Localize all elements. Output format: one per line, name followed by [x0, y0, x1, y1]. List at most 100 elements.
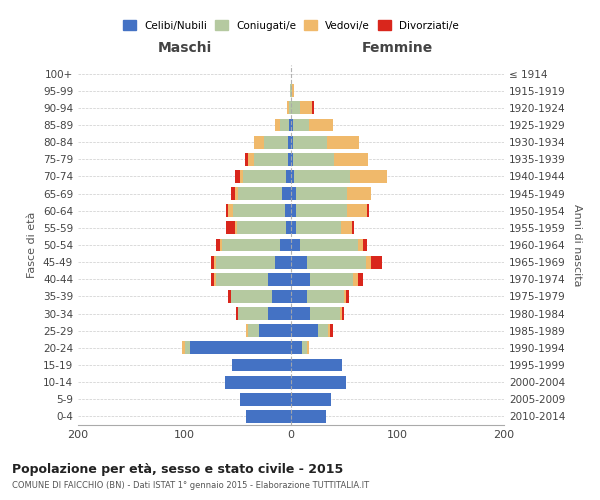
Bar	[248, 324, 259, 337]
Bar	[254, 153, 288, 166]
Bar	[226, 204, 228, 217]
Bar	[235, 187, 238, 200]
Bar	[211, 273, 214, 285]
Bar	[286, 170, 291, 183]
Bar	[327, 136, 359, 148]
Bar	[245, 153, 248, 166]
Text: Popolazione per età, sesso e stato civile - 2015: Popolazione per età, sesso e stato civil…	[12, 462, 343, 475]
Bar	[236, 222, 286, 234]
Bar	[222, 238, 280, 252]
Bar	[291, 187, 296, 200]
Bar	[235, 170, 240, 183]
Bar	[350, 170, 387, 183]
Bar	[296, 204, 347, 217]
Bar	[185, 342, 190, 354]
Bar	[254, 136, 265, 148]
Bar	[340, 307, 342, 320]
Bar	[275, 256, 291, 268]
Bar	[240, 170, 243, 183]
Text: Femmine: Femmine	[362, 40, 433, 54]
Bar	[347, 187, 371, 200]
Bar	[225, 376, 291, 388]
Bar	[265, 136, 288, 148]
Bar	[211, 256, 214, 268]
Bar	[291, 410, 326, 423]
Bar	[272, 290, 291, 303]
Bar	[291, 136, 293, 148]
Bar	[299, 238, 358, 252]
Bar	[358, 273, 364, 285]
Bar	[228, 204, 233, 217]
Bar	[280, 238, 291, 252]
Bar	[235, 222, 236, 234]
Bar	[310, 273, 353, 285]
Bar	[268, 307, 291, 320]
Bar	[310, 307, 340, 320]
Bar	[291, 324, 317, 337]
Bar	[291, 376, 346, 388]
Bar	[226, 222, 235, 234]
Bar	[232, 358, 291, 372]
Bar	[353, 273, 358, 285]
Bar	[341, 222, 352, 234]
Bar	[291, 358, 342, 372]
Bar	[283, 187, 291, 200]
Bar	[293, 118, 309, 132]
Bar	[291, 256, 307, 268]
Bar	[280, 118, 289, 132]
Bar	[346, 290, 349, 303]
Text: Maschi: Maschi	[157, 40, 212, 54]
Bar	[364, 238, 367, 252]
Bar	[342, 307, 344, 320]
Bar	[220, 238, 222, 252]
Bar	[331, 324, 332, 337]
Bar	[291, 102, 299, 114]
Bar	[291, 273, 310, 285]
Bar	[236, 307, 238, 320]
Y-axis label: Anni di nascita: Anni di nascita	[572, 204, 582, 286]
Bar	[291, 170, 294, 183]
Bar	[286, 222, 291, 234]
Bar	[313, 102, 314, 114]
Bar	[293, 136, 327, 148]
Bar	[365, 256, 371, 268]
Bar	[328, 324, 331, 337]
Bar	[284, 204, 291, 217]
Bar	[268, 273, 291, 285]
Bar	[217, 238, 220, 252]
Bar	[238, 307, 268, 320]
Bar	[358, 238, 364, 252]
Bar	[240, 393, 291, 406]
Bar	[307, 256, 365, 268]
Bar	[238, 187, 283, 200]
Bar	[190, 342, 291, 354]
Text: COMUNE DI FAICCHIO (BN) - Dati ISTAT 1° gennaio 2015 - Elaborazione TUTTITALIA.I: COMUNE DI FAICCHIO (BN) - Dati ISTAT 1° …	[12, 481, 369, 490]
Bar	[288, 153, 291, 166]
Bar	[291, 204, 296, 217]
Bar	[291, 84, 292, 97]
Bar	[288, 136, 291, 148]
Bar	[309, 118, 332, 132]
Bar	[334, 153, 368, 166]
Bar	[293, 153, 334, 166]
Bar	[232, 187, 235, 200]
Bar	[289, 102, 291, 114]
Bar	[291, 222, 296, 234]
Bar	[287, 102, 289, 114]
Bar	[214, 256, 217, 268]
Bar	[291, 153, 293, 166]
Bar	[296, 222, 341, 234]
Bar	[291, 118, 293, 132]
Bar	[246, 410, 291, 423]
Bar	[294, 170, 350, 183]
Bar	[214, 273, 217, 285]
Bar	[182, 342, 185, 354]
Bar	[291, 342, 302, 354]
Bar	[217, 273, 268, 285]
Bar	[232, 290, 272, 303]
Bar	[352, 222, 354, 234]
Bar	[371, 256, 382, 268]
Bar	[291, 290, 307, 303]
Bar	[347, 204, 367, 217]
Bar	[299, 102, 312, 114]
